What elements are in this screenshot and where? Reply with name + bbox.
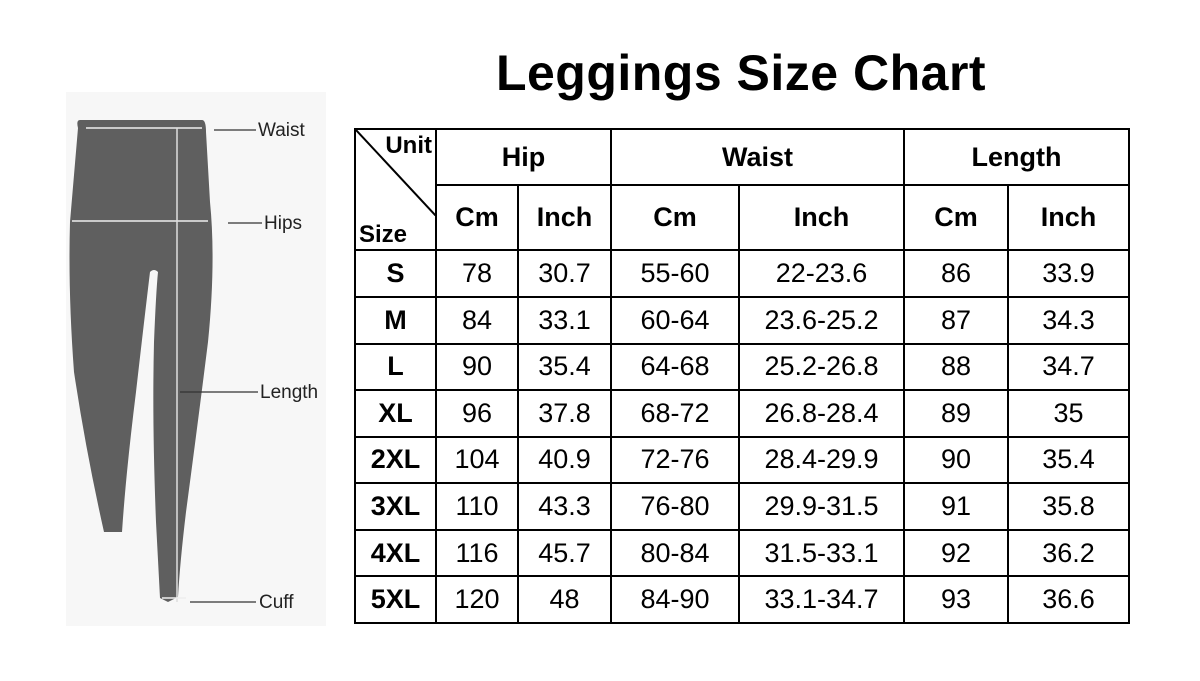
leggings-illustration: Waist Hips Length Cuff (66, 92, 326, 626)
value-cell: 48 (517, 575, 612, 624)
value-cell: 33.1 (517, 295, 612, 345)
value-cell: 90 (903, 435, 1010, 485)
value-cell: 25.2-26.8 (737, 342, 906, 392)
unit-header: Cm (610, 184, 740, 252)
value-cell: 90 (435, 342, 519, 392)
size-cell: S (354, 249, 437, 298)
value-cell: 72-76 (610, 435, 740, 485)
value-cell: 84-90 (610, 575, 740, 624)
value-cell: 34.3 (1007, 295, 1131, 345)
value-cell: 34.7 (1007, 342, 1131, 392)
value-cell: 43.3 (517, 482, 612, 531)
unit-header-row: Cm Inch Cm Inch Cm Inch (355, 184, 1131, 252)
value-cell: 35 (1007, 389, 1131, 438)
group-header-hip: Hip (435, 127, 612, 187)
value-cell: 60-64 (610, 295, 740, 345)
value-cell: 23.6-25.2 (737, 295, 906, 345)
value-cell: 93 (903, 575, 1010, 624)
table-row: L 90 35.4 64-68 25.2-26.8 88 34.7 (354, 342, 1131, 392)
unit-label: Unit (385, 132, 432, 159)
group-header-row: Unit Size Hip Waist Length (354, 127, 1131, 252)
unit-header: Cm (903, 184, 1010, 252)
group-header-waist: Waist (609, 127, 906, 187)
value-cell: 29.9-31.5 (737, 482, 906, 531)
value-cell: 30.7 (517, 249, 612, 298)
table-row: S 78 30.7 55-60 22-23.6 86 33.9 (354, 249, 1131, 298)
unit-header: Inch (517, 184, 612, 252)
leggings-silhouette (69, 120, 262, 603)
cuff-label: Cuff (259, 592, 294, 613)
value-cell: 110 (435, 482, 519, 531)
value-cell: 104 (435, 435, 519, 485)
group-header-length: Length (903, 127, 1131, 187)
waist-label: Waist (258, 120, 305, 141)
value-cell: 40.9 (517, 435, 612, 485)
value-cell: 33.9 (1007, 249, 1131, 298)
length-label: Length (260, 382, 319, 403)
value-cell: 92 (903, 528, 1010, 578)
value-cell: 37.8 (517, 389, 612, 438)
value-cell: 28.4-29.9 (737, 435, 906, 485)
table-row: M 84 33.1 60-64 23.6-25.2 87 34.3 (354, 295, 1131, 345)
value-cell: 91 (903, 482, 1010, 531)
value-cell: 26.8-28.4 (737, 389, 906, 438)
value-cell: 36.2 (1007, 528, 1131, 578)
size-cell: 4XL (354, 528, 437, 578)
size-chart-table: Unit Size Hip Waist Length Cm Inch Cm In… (354, 127, 1131, 624)
size-cell: L (354, 342, 437, 392)
diagonal-divider (356, 130, 436, 216)
value-cell: 33.1-34.7 (737, 575, 906, 624)
value-cell: 45.7 (517, 528, 612, 578)
unit-header: Inch (1007, 184, 1131, 252)
table-row: 5XL 120 48 84-90 33.1-34.7 93 36.6 (354, 575, 1131, 624)
value-cell: 55-60 (610, 249, 740, 298)
size-cell: 2XL (354, 435, 437, 485)
value-cell: 76-80 (610, 482, 740, 531)
value-cell: 35.4 (517, 342, 612, 392)
value-cell: 64-68 (610, 342, 740, 392)
value-cell: 120 (435, 575, 519, 624)
size-cell: 3XL (354, 482, 437, 531)
value-cell: 36.6 (1007, 575, 1131, 624)
value-cell: 84 (435, 295, 519, 345)
value-cell: 87 (903, 295, 1010, 345)
value-cell: 22-23.6 (737, 249, 906, 298)
value-cell: 89 (903, 389, 1010, 438)
unit-header: Cm (435, 184, 519, 252)
value-cell: 31.5-33.1 (737, 528, 906, 578)
value-cell: 35.4 (1007, 435, 1131, 485)
value-cell: 78 (435, 249, 519, 298)
corner-header: Unit Size (354, 127, 437, 252)
page-title: Leggings Size Chart (495, 45, 987, 101)
value-cell: 116 (435, 528, 519, 578)
value-cell: 35.8 (1007, 482, 1131, 531)
size-cell: XL (354, 389, 437, 438)
value-cell: 88 (903, 342, 1010, 392)
size-cell: M (354, 295, 437, 345)
value-cell: 96 (435, 389, 519, 438)
table-row: 3XL 110 43.3 76-80 29.9-31.5 91 35.8 (354, 482, 1131, 531)
unit-header: Inch (737, 184, 906, 252)
table-row: XL 96 37.8 68-72 26.8-28.4 89 35 (354, 389, 1131, 438)
hips-label: Hips (264, 213, 303, 234)
table-row: 2XL 104 40.9 72-76 28.4-29.9 90 35.4 (354, 435, 1131, 485)
size-cell: 5XL (354, 575, 437, 624)
size-label: Size (359, 221, 408, 249)
value-cell: 86 (903, 249, 1010, 298)
value-cell: 68-72 (610, 389, 740, 438)
value-cell: 80-84 (610, 528, 740, 578)
table-row: 4XL 116 45.7 80-84 31.5-33.1 92 36.2 (354, 528, 1131, 578)
